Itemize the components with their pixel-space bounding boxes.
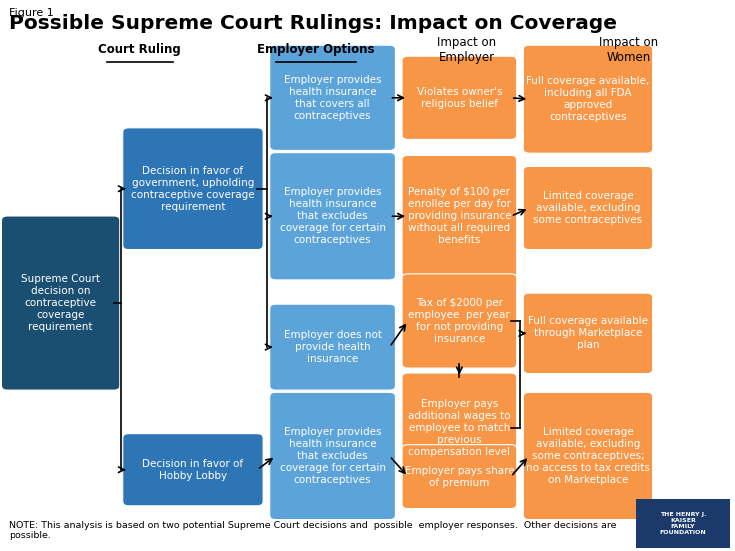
FancyBboxPatch shape	[123, 434, 263, 506]
Text: Employer provides
health insurance
that excludes
coverage for certain
contracept: Employer provides health insurance that …	[279, 427, 386, 485]
Text: Impact on
Women: Impact on Women	[599, 36, 658, 63]
FancyBboxPatch shape	[523, 166, 653, 250]
Text: Limited coverage
available, excluding
some contraceptives: Limited coverage available, excluding so…	[534, 191, 642, 225]
FancyBboxPatch shape	[523, 45, 653, 153]
Text: Employer pays share
of premium: Employer pays share of premium	[404, 466, 514, 488]
Text: Supreme Court
decision on
contraceptive
coverage
requirement: Supreme Court decision on contraceptive …	[21, 274, 100, 332]
Text: Employer pays
additional wages to
employee to match
previous
compensation level: Employer pays additional wages to employ…	[408, 399, 511, 457]
Text: Possible Supreme Court Rulings: Impact on Coverage: Possible Supreme Court Rulings: Impact o…	[9, 14, 617, 33]
Text: Decision in favor of
Hobby Lobby: Decision in favor of Hobby Lobby	[143, 459, 243, 480]
FancyBboxPatch shape	[270, 392, 395, 520]
Text: Full coverage available,
including all FDA
approved
contraceptives: Full coverage available, including all F…	[526, 76, 650, 122]
FancyBboxPatch shape	[636, 499, 730, 548]
Text: Full coverage available
through Marketplace
plan: Full coverage available through Marketpl…	[528, 316, 648, 350]
Text: Employer provides
health insurance
that excludes
coverage for certain
contracept: Employer provides health insurance that …	[279, 187, 386, 245]
FancyBboxPatch shape	[402, 155, 517, 277]
FancyBboxPatch shape	[402, 274, 517, 368]
Text: Employer provides
health insurance
that covers all
contraceptives: Employer provides health insurance that …	[284, 75, 381, 121]
Text: Decision in favor of
government, upholding
contraceptive coverage
requirement: Decision in favor of government, upholdi…	[131, 166, 255, 212]
Text: Employer Options: Employer Options	[257, 43, 375, 56]
FancyBboxPatch shape	[123, 128, 263, 250]
Text: Court Ruling: Court Ruling	[98, 43, 181, 56]
FancyBboxPatch shape	[270, 153, 395, 280]
FancyBboxPatch shape	[402, 56, 517, 139]
Text: Penalty of $100 per
enrollee per day for
providing insurance
without all require: Penalty of $100 per enrollee per day for…	[408, 187, 511, 245]
Text: NOTE: This analysis is based on two potential Supreme Court decisions and  possi: NOTE: This analysis is based on two pote…	[9, 521, 617, 540]
FancyBboxPatch shape	[402, 445, 517, 509]
Text: Employer does not
provide health
insurance: Employer does not provide health insuran…	[284, 330, 381, 364]
Text: Tax of $2000 per
employee  per year
for not providing
insurance: Tax of $2000 per employee per year for n…	[409, 298, 510, 344]
FancyBboxPatch shape	[1, 216, 120, 390]
Text: Figure 1: Figure 1	[9, 8, 54, 18]
Text: Violates owner's
religious belief: Violates owner's religious belief	[417, 87, 502, 109]
Text: THE HENRY J.
KAISER
FAMILY
FOUNDATION: THE HENRY J. KAISER FAMILY FOUNDATION	[659, 512, 706, 535]
FancyBboxPatch shape	[523, 392, 653, 520]
FancyBboxPatch shape	[270, 45, 395, 150]
Text: Impact on
Employer: Impact on Employer	[437, 36, 496, 63]
Text: Limited coverage
available, excluding
some contraceptives;
no access to tax cred: Limited coverage available, excluding so…	[526, 427, 650, 485]
FancyBboxPatch shape	[402, 373, 517, 484]
FancyBboxPatch shape	[523, 293, 653, 374]
FancyBboxPatch shape	[270, 304, 395, 390]
